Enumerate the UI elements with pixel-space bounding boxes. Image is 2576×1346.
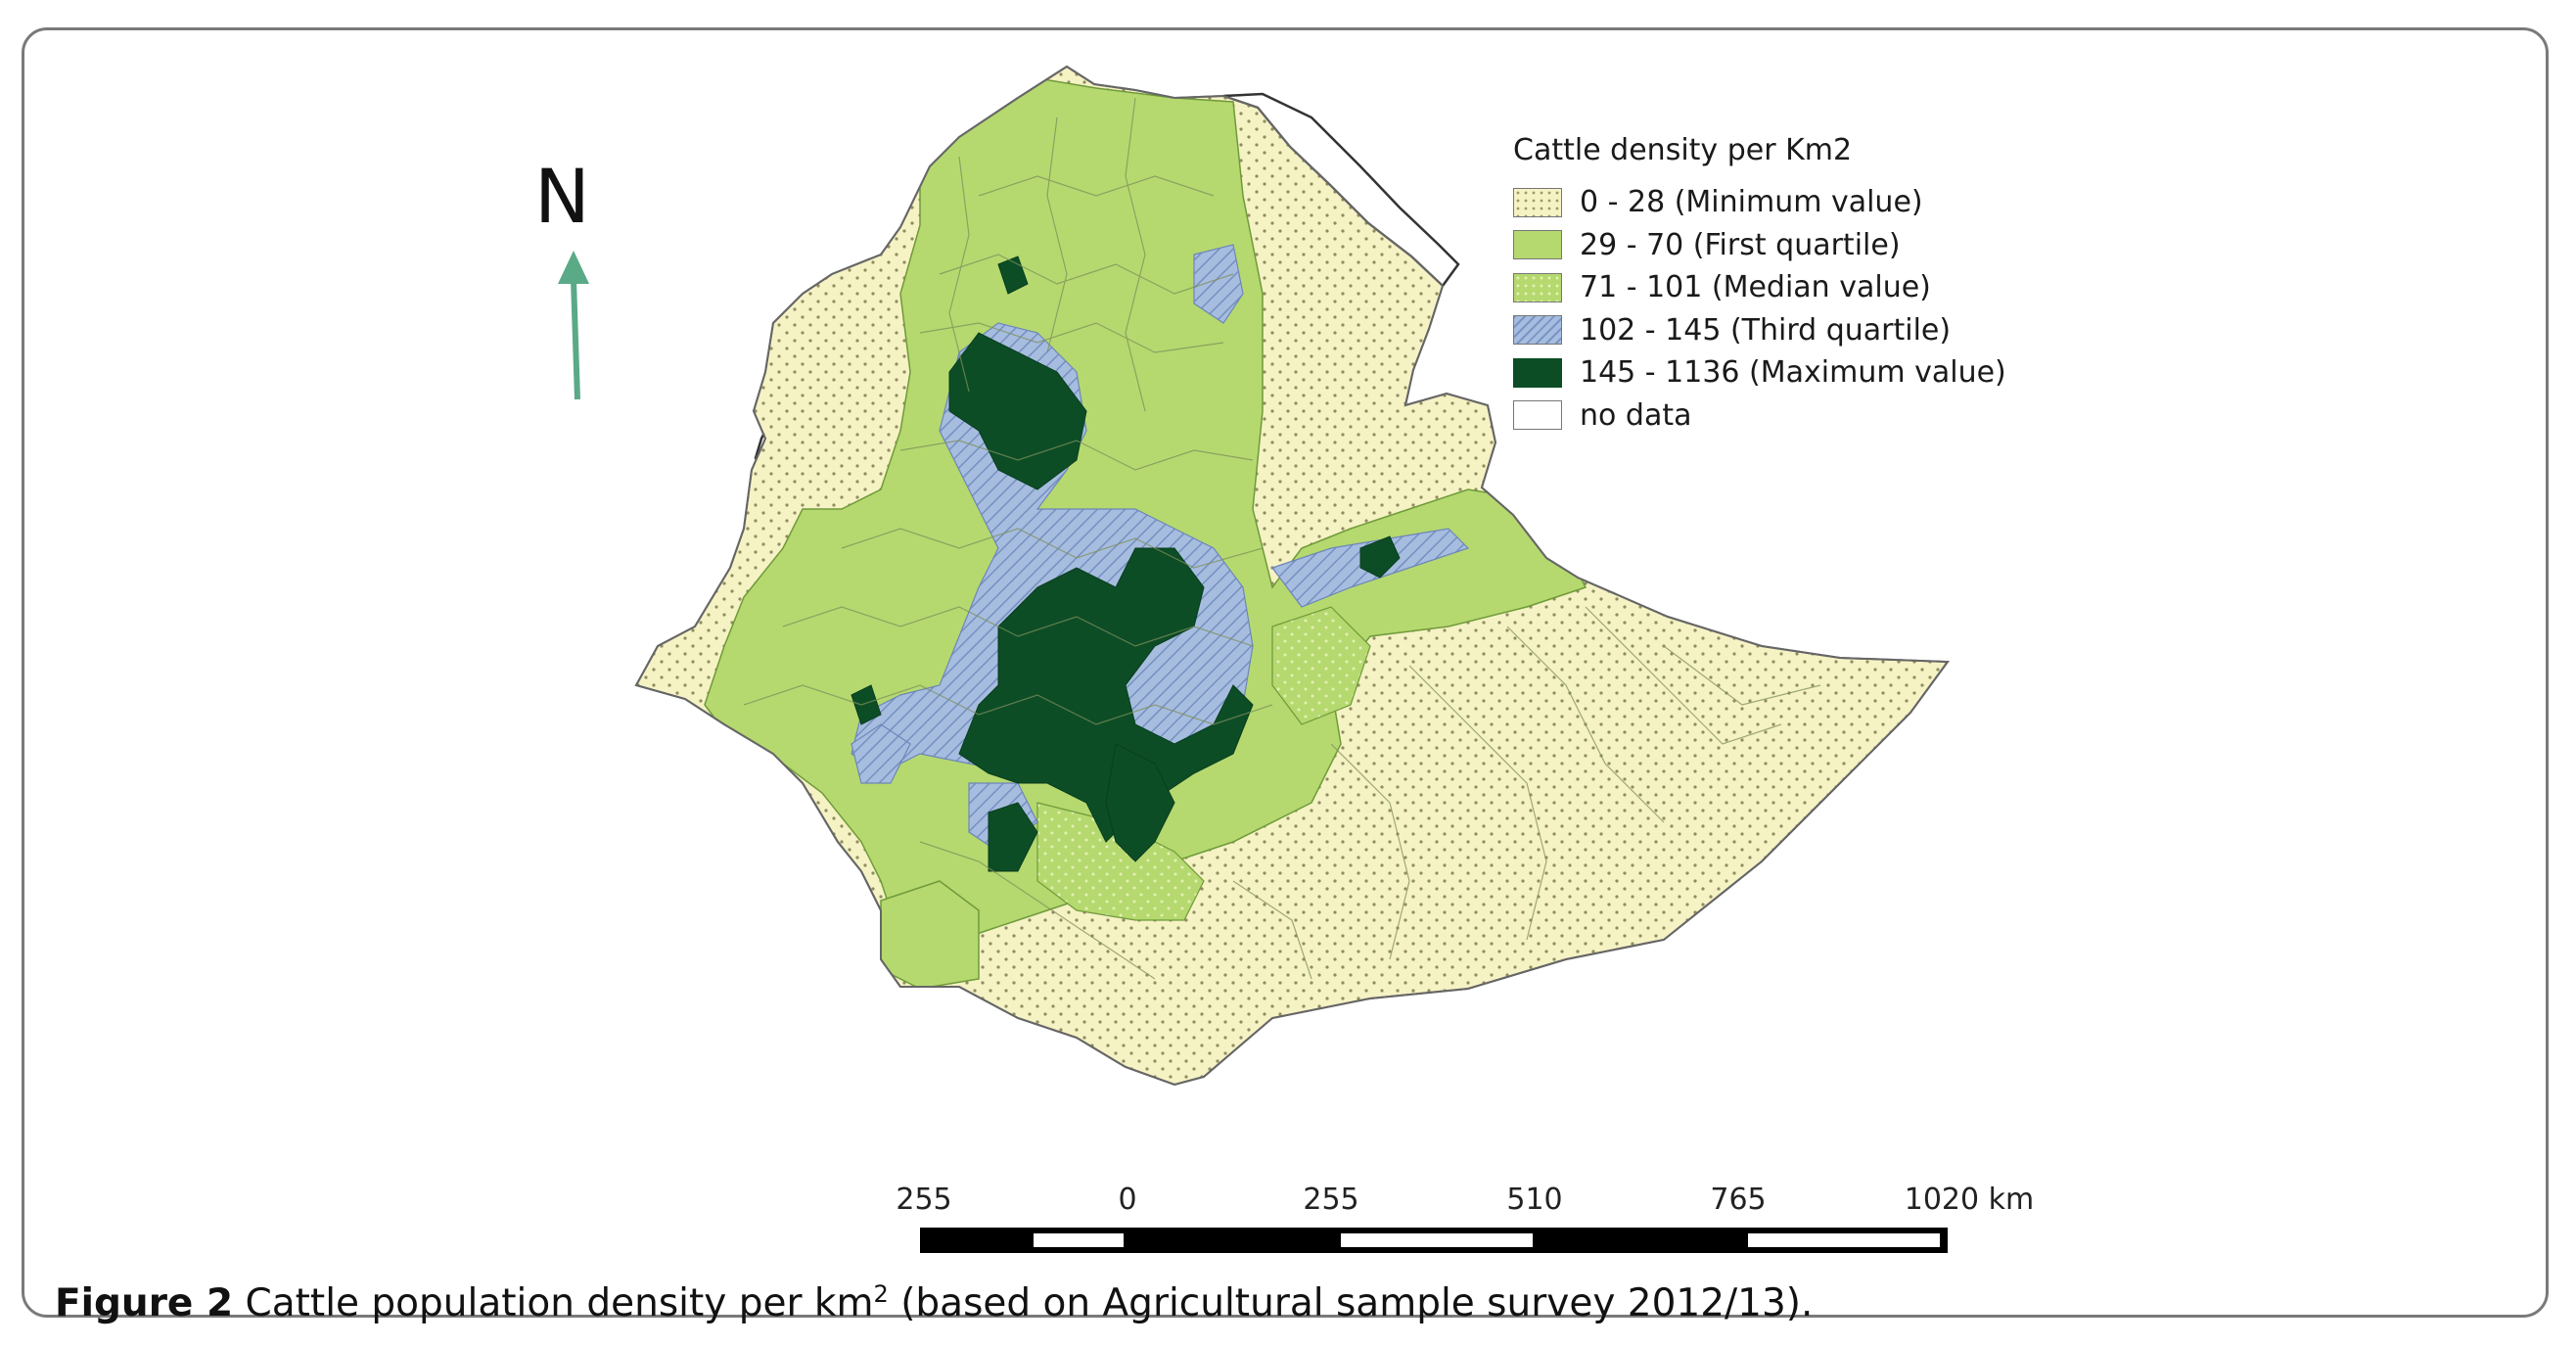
legend-label: no data bbox=[1580, 397, 1692, 433]
region-third-quartile-north bbox=[1193, 244, 1244, 324]
legend-item-third-quartile: 102 - 145 (Third quartile) bbox=[1513, 309, 2006, 352]
figure-caption: Figure 2 Cattle population density per k… bbox=[55, 1280, 1813, 1325]
legend-item-first-quartile: 29 - 70 (First quartile) bbox=[1513, 224, 2006, 267]
north-label: N bbox=[534, 153, 590, 240]
caption-superscript: 2 bbox=[873, 1280, 889, 1308]
legend-label: 145 - 1136 (Maximum value) bbox=[1580, 355, 2006, 391]
scale-label: 255 bbox=[1303, 1183, 1359, 1217]
caption-text: Cattle population density per km bbox=[233, 1281, 874, 1325]
legend-item-no-data: no data bbox=[1513, 395, 2006, 438]
district-boundaries bbox=[743, 97, 1821, 980]
scale-label: 0 bbox=[1118, 1183, 1137, 1217]
legend-swatch-median bbox=[1513, 272, 1562, 302]
legend-item-minimum: 0 - 28 (Minimum value) bbox=[1513, 181, 2006, 224]
region-maximum-small-west bbox=[851, 684, 882, 725]
caption-text-end: (based on Agricultural sample survey 201… bbox=[888, 1281, 1814, 1325]
legend-label: 102 - 145 (Third quartile) bbox=[1580, 312, 1952, 348]
legend-title: Cattle density per Km2 bbox=[1513, 133, 1853, 167]
legend-swatch-third-quartile bbox=[1513, 315, 1562, 346]
region-median-east bbox=[1271, 606, 1371, 725]
region-maximum-southwest bbox=[988, 802, 1038, 872]
legend-label: 29 - 70 (First quartile) bbox=[1580, 227, 1901, 262]
ethiopia-border bbox=[634, 65, 1950, 1087]
scale-bar bbox=[920, 1228, 1948, 1253]
legend-swatch-maximum bbox=[1513, 357, 1562, 388]
legend-label: 71 - 101 (Median value) bbox=[1580, 270, 1931, 305]
legend: Cattle density per Km2 0 - 28 (Minimum v… bbox=[1513, 133, 2006, 437]
region-maximum-east bbox=[1359, 535, 1401, 579]
legend-swatch-minimum bbox=[1513, 187, 1562, 217]
region-maximum-south bbox=[1105, 743, 1175, 862]
legend-label: 0 - 28 (Minimum value) bbox=[1580, 185, 1923, 220]
legend-item-maximum: 145 - 1136 (Maximum value) bbox=[1513, 351, 2006, 395]
scale-label: 1020 km bbox=[1904, 1183, 2035, 1217]
legend-swatch-no-data bbox=[1513, 400, 1562, 431]
region-maximum-north bbox=[948, 332, 1087, 490]
legend-swatch-first-quartile bbox=[1513, 230, 1562, 260]
north-arrow-icon bbox=[558, 251, 589, 400]
scale-label: 765 bbox=[1710, 1183, 1767, 1217]
legend-item-median: 71 - 101 (Median value) bbox=[1513, 266, 2006, 309]
scale-label: 510 bbox=[1506, 1183, 1563, 1217]
figure-label: Figure 2 bbox=[55, 1281, 234, 1325]
scale-label: 255 bbox=[896, 1183, 952, 1217]
region-third-quartile-west bbox=[851, 723, 911, 784]
